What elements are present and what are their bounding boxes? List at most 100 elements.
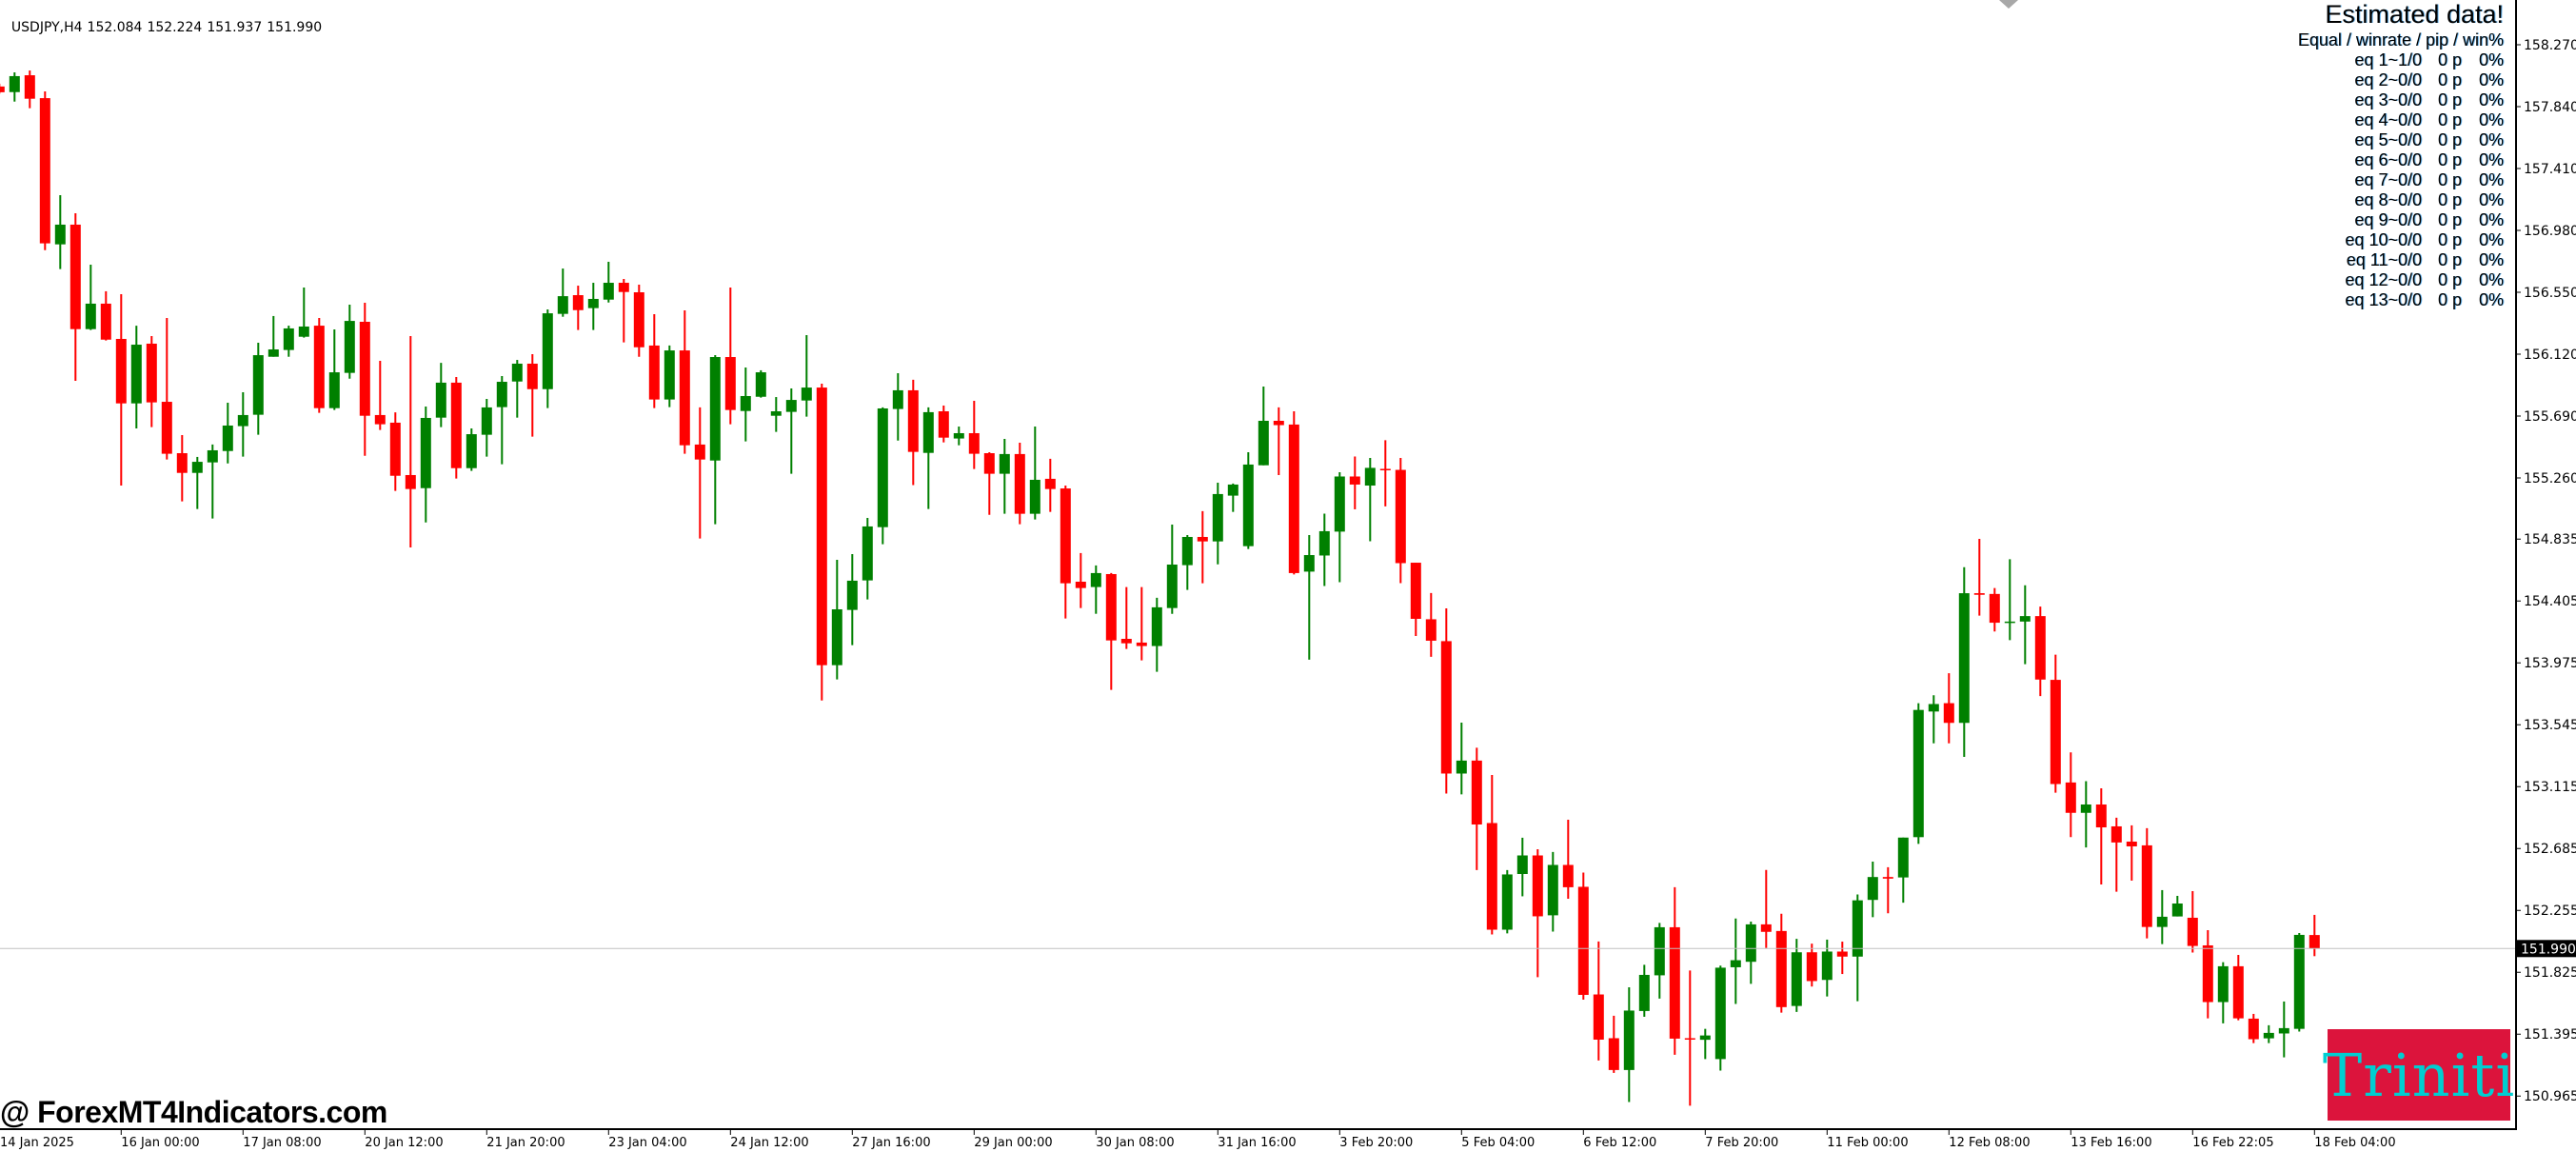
candle-body xyxy=(664,350,675,400)
row-win-value: 0% xyxy=(2478,190,2504,209)
row-eq-label: eq 9~0/0 xyxy=(2354,210,2422,229)
bullish-candle xyxy=(344,305,355,379)
indicator-row: eq 4~0/0 0 p 0% xyxy=(2298,110,2504,130)
candle-body xyxy=(1456,760,1467,774)
candle-body xyxy=(2004,621,2015,624)
candle-body xyxy=(603,283,614,300)
bearish-candle xyxy=(1989,587,2000,632)
bullish-candle xyxy=(85,264,96,330)
bearish-candle xyxy=(1486,775,1497,935)
candle-body xyxy=(237,414,248,427)
candle-body xyxy=(1242,464,1254,546)
candle-body xyxy=(694,444,705,460)
bearish-candle xyxy=(1562,820,1574,899)
bearish-candle xyxy=(724,288,736,425)
bullish-candle xyxy=(755,369,766,398)
candle-body xyxy=(1349,476,1360,485)
bullish-candle xyxy=(191,456,203,509)
candle-body xyxy=(1166,565,1178,608)
time-tick-label: 14 Jan 2025 xyxy=(0,1136,74,1150)
bullish-candle xyxy=(511,360,523,418)
candle-body xyxy=(2095,804,2107,828)
candle-body xyxy=(2263,1032,2274,1039)
row-pip-value: 0 p xyxy=(2437,190,2462,209)
bearish-candle xyxy=(679,310,690,454)
candle-body xyxy=(2080,804,2091,813)
candle-body xyxy=(1181,536,1193,566)
bullish-candle xyxy=(1334,471,1345,583)
candle-body xyxy=(1654,926,1665,976)
bearish-candle xyxy=(1014,442,1025,525)
candle-body xyxy=(1105,573,1117,641)
bullish-candle xyxy=(2263,1024,2274,1043)
bearish-candle xyxy=(405,335,416,548)
row-eq-label: eq 13~0/0 xyxy=(2345,290,2422,309)
bullish-candle xyxy=(328,329,340,410)
candle-body xyxy=(222,425,233,451)
time-tick-label: 29 Jan 00:00 xyxy=(974,1136,1052,1150)
bullish-candle xyxy=(1699,1028,1711,1060)
candle-body xyxy=(1852,900,1863,957)
candle-body xyxy=(466,434,477,468)
row-pip-value: 0 p xyxy=(2437,50,2462,70)
candle-body xyxy=(1943,703,1954,724)
price-tick-label: 154.835 xyxy=(2524,532,2576,547)
row-win-value: 0% xyxy=(2478,50,2504,70)
bullish-candle xyxy=(435,363,446,427)
candle-body xyxy=(1730,960,1741,967)
indicator-row: eq 7~0/0 0 p 0% xyxy=(2298,170,2504,190)
candle-body xyxy=(511,363,523,382)
candle-body xyxy=(1273,420,1284,426)
row-win-value: 0% xyxy=(2478,170,2504,189)
candle-body xyxy=(1912,709,1924,838)
row-win-value: 0% xyxy=(2478,290,2504,309)
indicator-row: eq 10~0/0 0 p 0% xyxy=(2298,230,2504,250)
candle-body xyxy=(1227,484,1238,496)
candle-body xyxy=(1669,926,1680,1039)
time-tick-label: 13 Feb 16:00 xyxy=(2071,1136,2151,1150)
chart-shift-marker-icon xyxy=(1999,0,2018,9)
close-value: 151.990 xyxy=(267,20,323,35)
bearish-candle xyxy=(2065,752,2076,838)
bearish-candle xyxy=(39,90,50,250)
candle-body xyxy=(1791,952,1802,1006)
indicator-row: eq 6~0/0 0 p 0% xyxy=(2298,150,2504,170)
bullish-candle xyxy=(283,326,294,357)
bullish-candle xyxy=(999,439,1010,514)
bearish-candle xyxy=(648,313,660,408)
bearish-candle xyxy=(1120,586,1132,649)
row-eq-label: eq 6~0/0 xyxy=(2354,150,2422,169)
candle-body xyxy=(1532,855,1543,917)
candle-body xyxy=(1973,593,1985,595)
candle-body xyxy=(161,402,172,454)
bearish-candle xyxy=(633,284,644,357)
price-tick-label: 155.260 xyxy=(2524,471,2576,487)
candle-body xyxy=(54,224,66,245)
row-win-value: 0% xyxy=(2478,230,2504,249)
indicator-subtitle: Equal / winrate / pip / win% xyxy=(2297,30,2504,50)
time-tick-label: 12 Feb 08:00 xyxy=(1949,1136,2030,1150)
candle-body xyxy=(115,338,127,404)
row-pip-value: 0 p xyxy=(2437,290,2462,309)
bullish-candle xyxy=(2217,962,2229,1023)
price-tick-label: 156.550 xyxy=(2524,286,2576,301)
row-pip-value: 0 p xyxy=(2437,110,2462,129)
bearish-candle xyxy=(1532,849,1543,978)
bearish-candle xyxy=(2126,824,2137,881)
bearish-candle xyxy=(1425,592,1437,657)
candle-body xyxy=(481,407,492,435)
bearish-candle xyxy=(694,407,705,539)
bullish-candle xyxy=(481,399,492,457)
bearish-candle xyxy=(146,335,157,427)
candle-body xyxy=(176,453,188,473)
candle-body xyxy=(39,98,50,244)
row-eq-label: eq 7~0/0 xyxy=(2354,170,2422,189)
row-pip-value: 0 p xyxy=(2437,170,2462,189)
bearish-candle xyxy=(1608,1015,1619,1073)
chart-header: USDJPY,H4 152.084 152.224 151.937 151.990 xyxy=(3,2,327,36)
price-tick-label: 150.965 xyxy=(2524,1089,2576,1104)
candle-body xyxy=(405,474,416,489)
candle-body xyxy=(862,526,873,581)
